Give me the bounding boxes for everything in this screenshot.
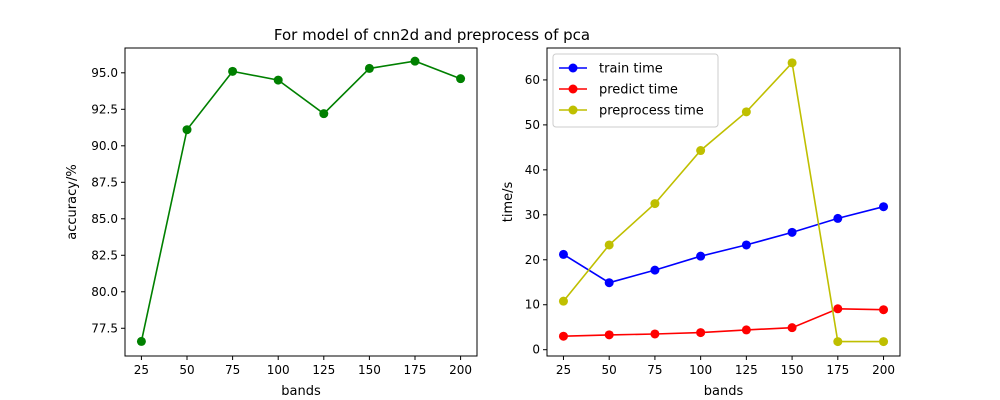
legend-marker bbox=[568, 84, 578, 94]
x-tick-label: 175 bbox=[826, 363, 849, 377]
data-point bbox=[879, 337, 889, 347]
y-axis-label: accuracy/% bbox=[65, 164, 80, 239]
x-tick-label: 50 bbox=[179, 363, 194, 377]
x-tick-label: 25 bbox=[556, 363, 571, 377]
x-tick-label: 50 bbox=[602, 363, 617, 377]
data-point bbox=[228, 66, 238, 76]
legend-marker bbox=[568, 63, 578, 73]
data-point bbox=[604, 240, 614, 250]
x-tick-label: 25 bbox=[134, 363, 149, 377]
x-axis-label: bands bbox=[704, 384, 744, 399]
data-point bbox=[319, 109, 329, 119]
y-tick-label: 30 bbox=[525, 208, 540, 222]
data-point bbox=[787, 227, 797, 237]
y-tick-label: 10 bbox=[525, 298, 540, 312]
x-tick-label: 175 bbox=[404, 363, 427, 377]
data-point bbox=[833, 213, 843, 223]
y-tick-label: 50 bbox=[525, 118, 540, 132]
series-line bbox=[563, 307, 884, 337]
x-tick-label: 125 bbox=[312, 363, 335, 377]
data-point bbox=[410, 56, 420, 66]
x-tick-label: 100 bbox=[267, 363, 290, 377]
x-tick-label: 100 bbox=[689, 363, 712, 377]
y-tick-label: 90.0 bbox=[91, 139, 118, 153]
data-point bbox=[879, 202, 889, 212]
accuracy-chart: 25 50 75 100 125 150 175 200 77.5 80.0 82.5 85.0 87.… bbox=[65, 47, 478, 399]
data-point bbox=[741, 107, 751, 117]
y-tick-label: 20 bbox=[525, 253, 540, 267]
figure-title: For model of cnn2d and preprocess of pca bbox=[274, 26, 590, 44]
y-tick-label: 95.0 bbox=[91, 66, 118, 80]
y-tick-label: 77.5 bbox=[91, 321, 118, 335]
y-tick-label: 60 bbox=[525, 73, 540, 87]
legend-box bbox=[552, 53, 719, 128]
data-point bbox=[456, 74, 466, 84]
data-point bbox=[558, 296, 568, 306]
y-tick-label: 92.5 bbox=[91, 102, 118, 116]
y-tick-label: 40 bbox=[525, 163, 540, 177]
y-tick-label: 85.0 bbox=[91, 212, 118, 226]
data-point bbox=[787, 323, 797, 333]
data-point bbox=[650, 329, 660, 339]
x-tick-label: 150 bbox=[358, 363, 381, 377]
x-tick-label: 125 bbox=[735, 363, 758, 377]
y-tick-label: 80.0 bbox=[91, 285, 118, 299]
x-tick-label: 150 bbox=[781, 363, 804, 377]
data-point bbox=[182, 125, 192, 135]
y-tick-label: 82.5 bbox=[91, 248, 118, 262]
plot-frame bbox=[124, 47, 478, 357]
legend-label: preprocess time bbox=[599, 104, 704, 119]
data-point bbox=[696, 251, 706, 261]
data-point bbox=[604, 330, 614, 340]
series-line bbox=[563, 205, 884, 284]
plot-frame bbox=[546, 47, 901, 357]
data-point bbox=[833, 337, 843, 347]
x-tick-label: 200 bbox=[872, 363, 895, 377]
y-tick-label: 0 bbox=[532, 343, 540, 357]
data-point bbox=[787, 58, 797, 68]
y-axis-label: time/s bbox=[501, 182, 516, 223]
data-point bbox=[604, 278, 614, 288]
data-point bbox=[741, 325, 751, 335]
x-tick-label: 200 bbox=[449, 363, 472, 377]
legend-marker bbox=[568, 105, 578, 115]
series-line bbox=[562, 61, 884, 343]
x-axis-label: bands bbox=[281, 384, 321, 399]
x-tick-label: 75 bbox=[225, 363, 240, 377]
data-point bbox=[696, 146, 706, 156]
data-point bbox=[136, 336, 146, 346]
data-point bbox=[558, 331, 568, 341]
data-point bbox=[273, 75, 283, 85]
x-tick-label: 75 bbox=[647, 363, 662, 377]
y-tick-label: 87.5 bbox=[91, 175, 118, 189]
data-point bbox=[879, 305, 889, 315]
series-line bbox=[140, 60, 461, 342]
legend-label: train time bbox=[599, 62, 663, 77]
data-point bbox=[558, 249, 568, 259]
legend-label: predict time bbox=[599, 83, 678, 98]
data-point bbox=[696, 328, 706, 338]
data-point bbox=[650, 199, 660, 209]
time-chart: 25 50 75 100 125 150 175 200 0 10 20 30 40 50 60 bands t… bbox=[501, 47, 901, 399]
data-point bbox=[650, 265, 660, 275]
data-point bbox=[364, 63, 374, 73]
data-point bbox=[833, 304, 843, 314]
data-point bbox=[741, 240, 751, 250]
